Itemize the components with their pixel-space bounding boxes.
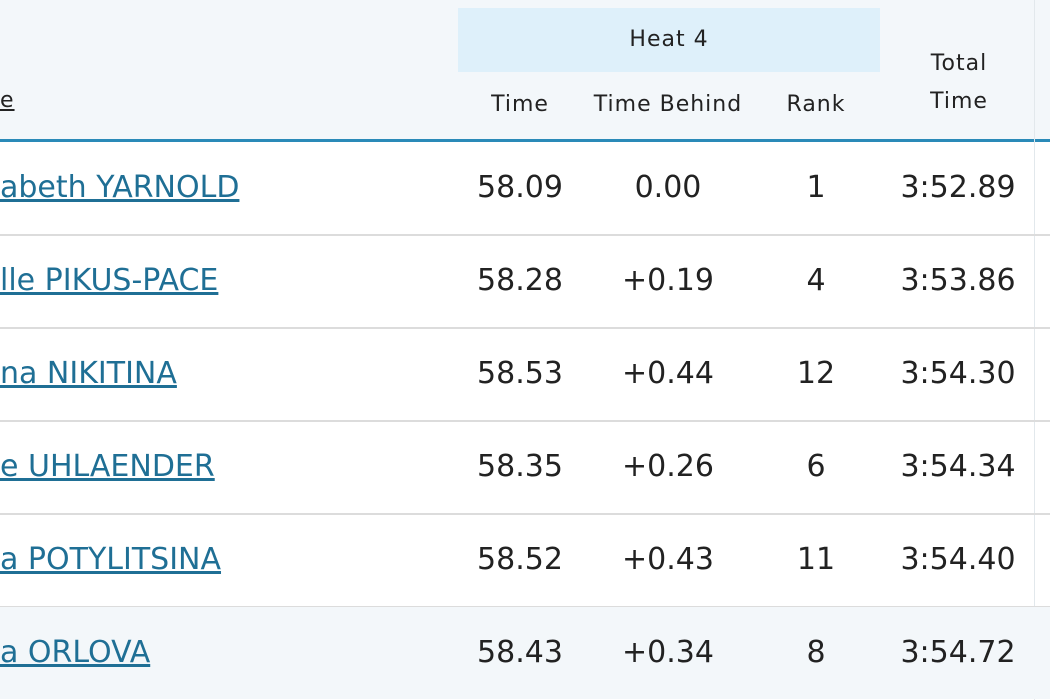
time-behind: +0.26 xyxy=(622,449,714,484)
column-header: Rank xyxy=(786,92,846,117)
total-time: 3:53.86 xyxy=(900,263,1016,298)
group-title: Heat 4 xyxy=(629,27,709,52)
rank: 8 xyxy=(806,635,826,670)
time: 58.53 xyxy=(477,356,563,391)
rank: 11 xyxy=(796,542,836,577)
time-behind: 0.00 xyxy=(634,170,702,205)
rank: 1 xyxy=(806,170,826,205)
time: 58.43 xyxy=(477,635,563,670)
time: 58.28 xyxy=(477,263,563,298)
table-row: a POTYLITSINA 58.52 +0.43 11 3:54.40 xyxy=(0,514,1050,608)
total-time: 3:54.34 xyxy=(900,449,1016,484)
total-time: 3:54.72 xyxy=(900,635,1016,670)
time-behind: +0.34 xyxy=(622,635,714,670)
time: 58.52 xyxy=(477,542,563,577)
rank: 4 xyxy=(806,263,826,298)
athlete-link[interactable]: lle PIKUS-PACE xyxy=(0,263,219,298)
total-time: 3:52.89 xyxy=(900,170,1016,205)
table-row: e UHLAENDER 58.35 +0.26 6 3:54.34 xyxy=(0,421,1050,515)
time-behind: +0.43 xyxy=(622,542,714,577)
total-header: Total Time xyxy=(930,51,988,114)
rank: 6 xyxy=(806,449,826,484)
name-header[interactable]: e xyxy=(0,88,15,113)
table-row: na NIKITINA 58.53 +0.44 12 3:54.30 xyxy=(0,328,1050,422)
athlete-link[interactable]: e UHLAENDER xyxy=(0,449,215,484)
header-rule xyxy=(0,139,1050,142)
column-header: Time Behind xyxy=(593,92,743,117)
athlete-link[interactable]: a POTYLITSINA xyxy=(0,542,222,577)
table-row: a ORLOVA 58.43 +0.34 8 3:54.72 xyxy=(0,607,1050,699)
table-edge xyxy=(1034,0,1035,700)
athlete-link[interactable]: a ORLOVA xyxy=(0,635,151,670)
time-behind: +0.19 xyxy=(622,263,714,298)
athlete-link[interactable]: abeth YARNOLD xyxy=(0,170,240,205)
total-time: 3:54.40 xyxy=(900,542,1016,577)
time-behind: +0.44 xyxy=(622,356,714,391)
total-time: 3:54.30 xyxy=(900,356,1016,391)
column-header: Time xyxy=(491,92,549,117)
group-header xyxy=(458,8,880,72)
time: 58.35 xyxy=(477,449,563,484)
table-row: abeth YARNOLD 58.09 0.00 1 3:52.89 xyxy=(0,142,1050,236)
rank: 12 xyxy=(796,356,836,391)
time: 58.09 xyxy=(477,170,563,205)
athlete-link[interactable]: na NIKITINA xyxy=(0,356,177,391)
table-row: lle PIKUS-PACE 58.28 +0.19 4 3:53.86 xyxy=(0,235,1050,329)
